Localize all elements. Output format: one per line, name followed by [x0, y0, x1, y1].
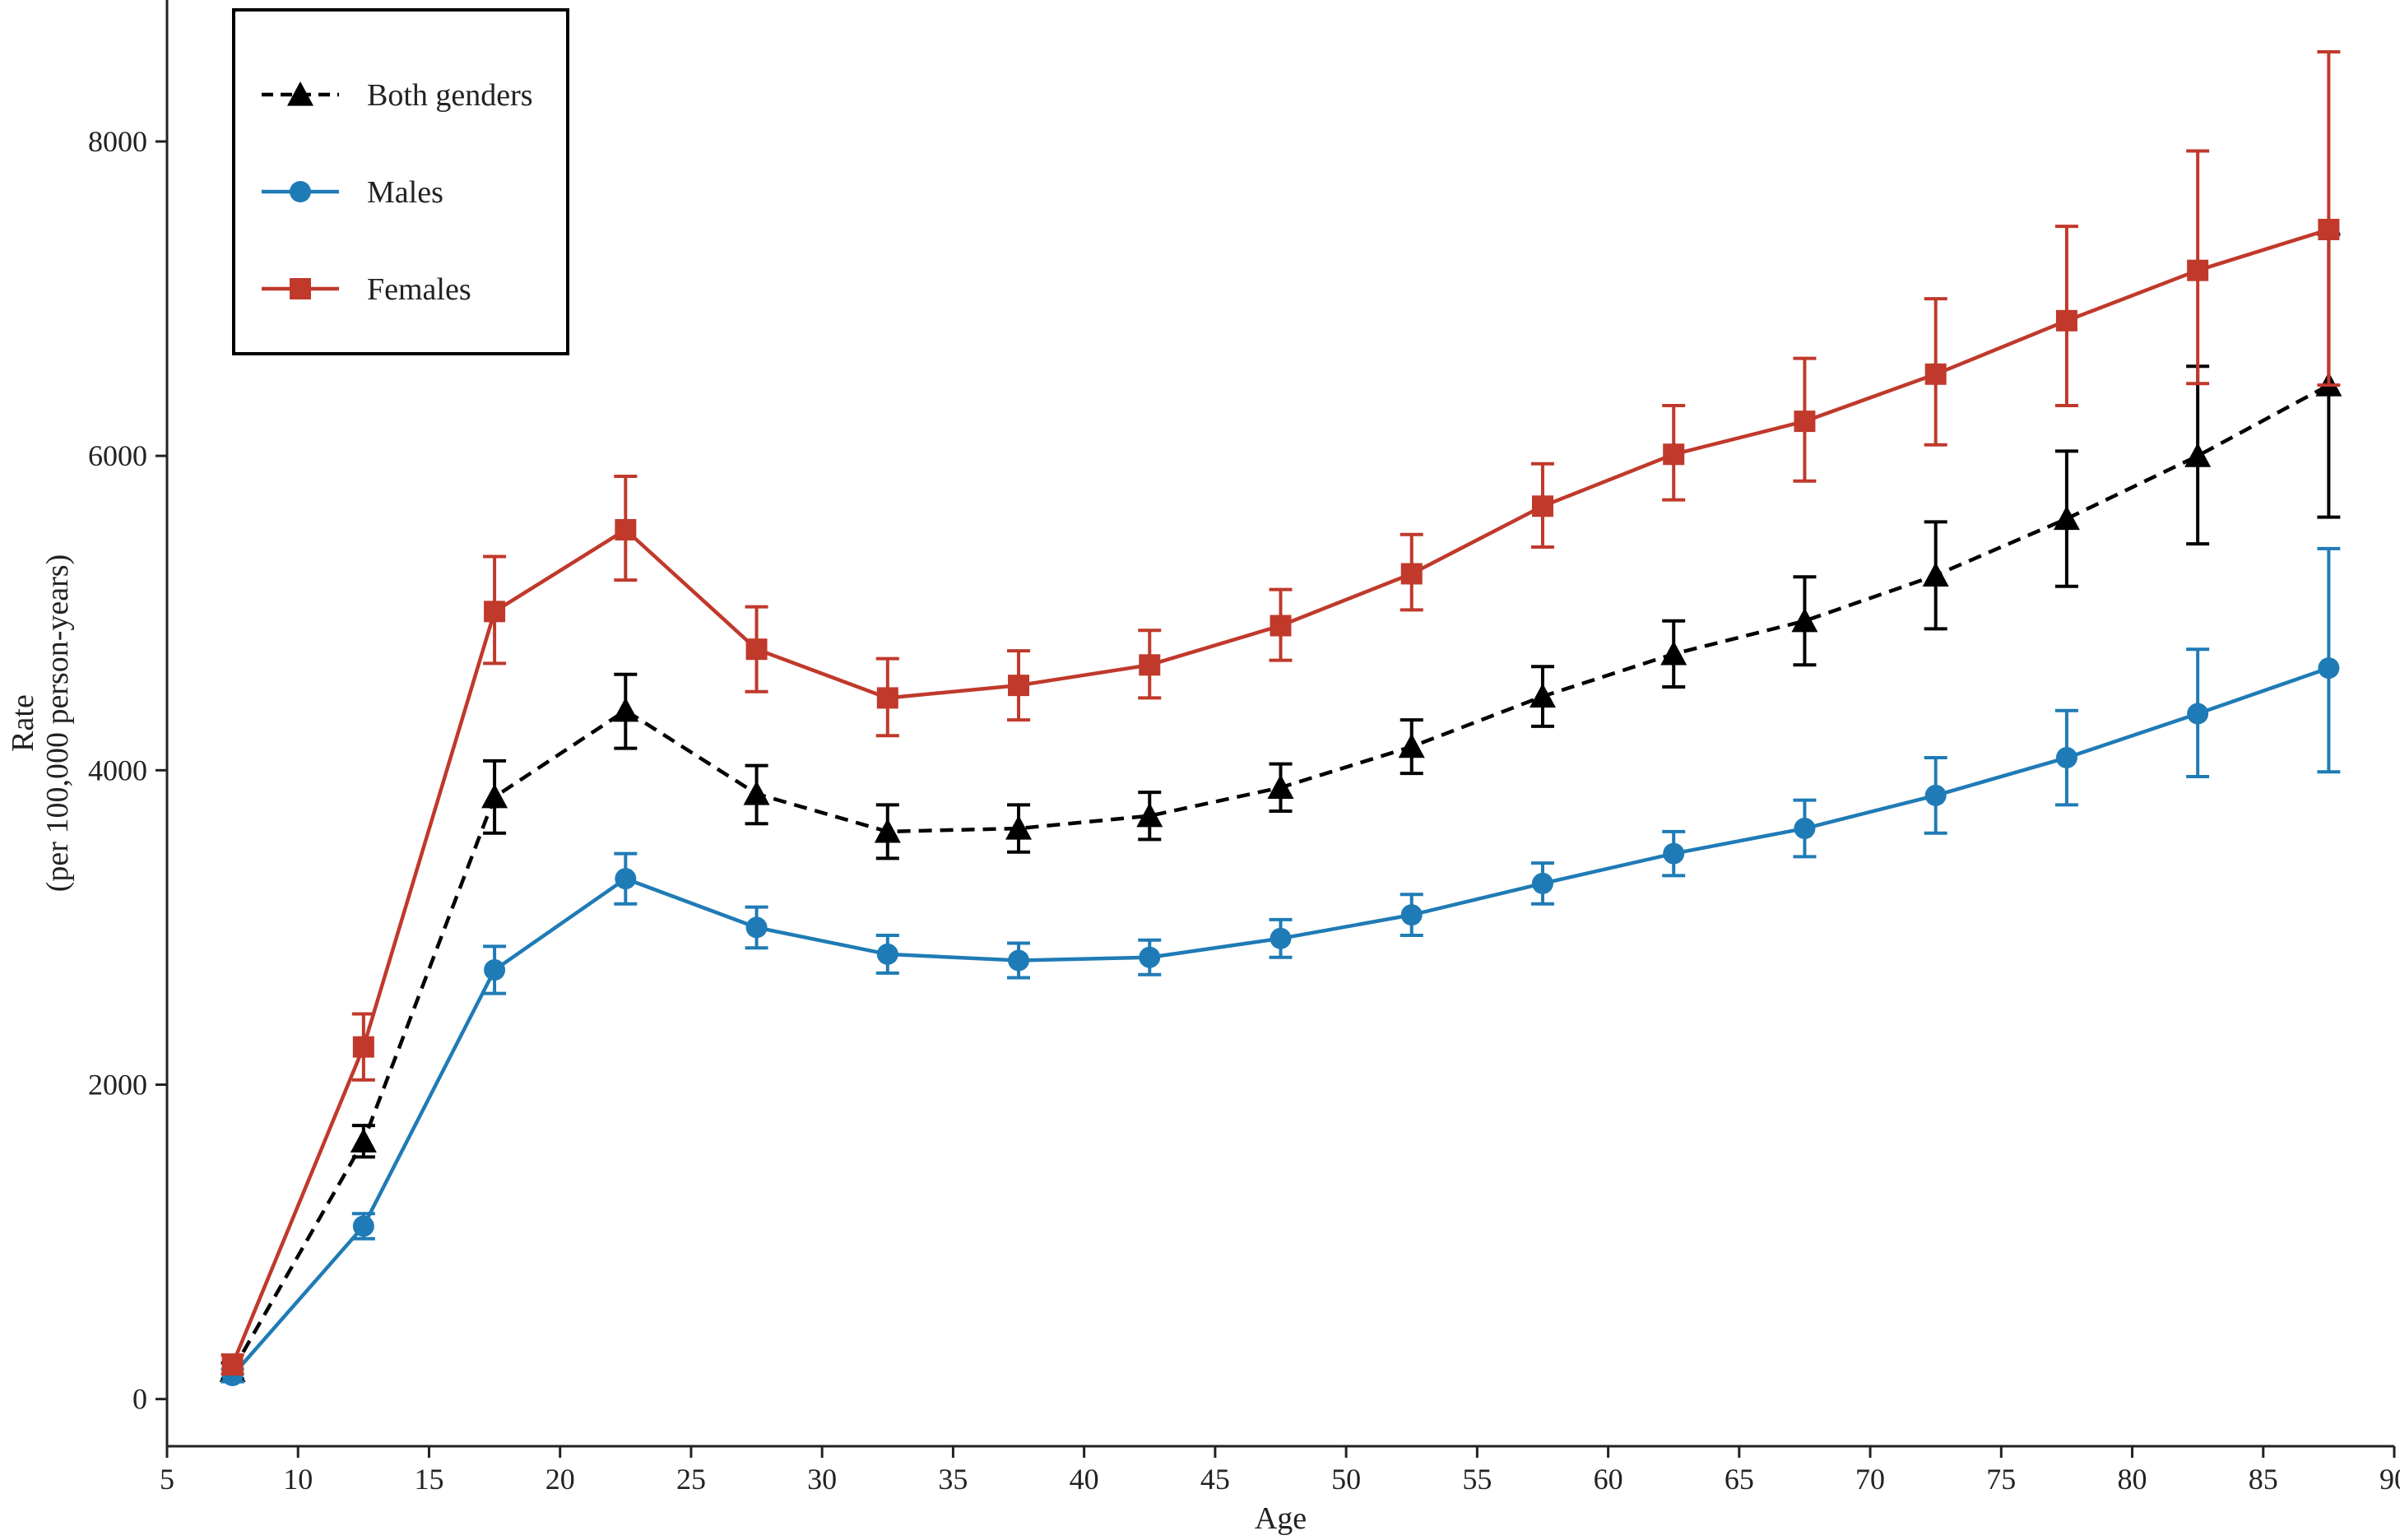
data-point	[1794, 411, 1816, 433]
series-both-genders	[219, 232, 2342, 1382]
series-females	[221, 50, 2341, 1376]
data-point	[1270, 615, 1292, 637]
data-point	[1267, 774, 1294, 799]
data-point	[1924, 363, 1947, 385]
x-tick-label: 30	[807, 1463, 837, 1496]
x-tick-label: 5	[160, 1463, 174, 1496]
x-tick-label: 40	[1070, 1463, 1099, 1496]
data-point	[1924, 784, 1947, 806]
data-point	[745, 638, 768, 661]
x-tick-label: 65	[1725, 1463, 1754, 1496]
legend-item-males: Males	[262, 175, 443, 210]
x-tick-label: 80	[2118, 1463, 2147, 1496]
legend: Both genders Males Females	[232, 8, 569, 355]
x-tick-label: 35	[938, 1463, 968, 1496]
data-point	[1531, 495, 1553, 517]
legend-label: Males	[367, 175, 443, 210]
data-point	[1400, 563, 1423, 585]
data-point	[1529, 683, 1556, 708]
data-point	[352, 1036, 374, 1058]
legend-marker	[290, 181, 311, 202]
data-point	[2184, 443, 2212, 467]
data-point	[1136, 802, 1163, 828]
x-tick-label: 55	[1462, 1463, 1492, 1496]
legend-label: Both genders	[367, 78, 533, 113]
data-point	[1005, 815, 1033, 840]
data-point	[1400, 904, 1423, 926]
legend-marker	[290, 278, 311, 299]
data-point	[612, 697, 639, 722]
legend-item-females: Females	[262, 272, 471, 307]
y-axis-title: Rate	[6, 694, 40, 752]
data-point	[745, 916, 768, 939]
data-point	[1531, 872, 1553, 894]
y-tick-label: 8000	[88, 125, 147, 158]
legend-box	[232, 8, 569, 355]
x-tick-label: 15	[414, 1463, 443, 1496]
data-point	[2318, 218, 2340, 240]
y-tick-label: 6000	[88, 439, 147, 472]
data-point	[2053, 505, 2080, 531]
series-males	[221, 546, 2341, 1387]
data-point	[874, 818, 901, 843]
y-axis-ticks: 0 2000 4000 6000 8000	[88, 125, 167, 1416]
x-tick-label: 70	[1855, 1463, 1885, 1496]
x-tick-label: 50	[1331, 1463, 1361, 1496]
x-tick-label: 60	[1594, 1463, 1623, 1496]
data-point	[2187, 259, 2209, 281]
data-point	[1791, 607, 1818, 633]
data-point	[1270, 927, 1292, 949]
data-point	[221, 1353, 244, 1375]
data-point	[615, 868, 637, 890]
data-point	[1794, 818, 1816, 840]
data-point	[1663, 842, 1685, 865]
data-point	[484, 601, 506, 623]
data-point	[1398, 733, 1425, 758]
x-tick-label: 25	[676, 1463, 706, 1496]
data-point	[1922, 562, 1949, 587]
legend-label: Females	[367, 272, 471, 307]
data-point	[1008, 675, 1030, 697]
data-point	[1139, 654, 1161, 676]
x-tick-label: 90	[2379, 1463, 2400, 1496]
legend-items: Both genders Males Females	[262, 78, 533, 307]
x-tick-label: 45	[1200, 1463, 1230, 1496]
data-point	[1663, 443, 1685, 466]
data-point	[1008, 949, 1030, 972]
x-tick-label: 20	[545, 1463, 575, 1496]
y-tick-label: 2000	[88, 1069, 147, 1102]
data-point	[2187, 703, 2209, 725]
y-axis-title-units: (per 100,000 person-years)	[40, 554, 75, 892]
x-tick-label: 10	[283, 1463, 313, 1496]
y-tick-label: 4000	[88, 754, 147, 786]
x-axis-title: Age	[1255, 1501, 1307, 1536]
legend-item-both-genders: Both genders	[262, 78, 533, 113]
data-point	[2055, 309, 2077, 332]
x-tick-label: 75	[1986, 1463, 2016, 1496]
data-point	[350, 1128, 377, 1153]
x-tick-label: 85	[2249, 1463, 2278, 1496]
series-layer	[219, 50, 2342, 1387]
data-point	[2055, 747, 2077, 769]
axes: 5 10 15 20 25 30 35 40 45 50 55 60 65 70 75 80 85 90 0 200…	[88, 0, 2400, 1496]
legend-marker	[287, 81, 313, 106]
data-point	[2318, 657, 2340, 680]
data-point	[352, 1215, 374, 1237]
error-bar	[2317, 50, 2341, 387]
data-point	[876, 943, 898, 965]
series-line	[230, 383, 2330, 1372]
data-point	[1139, 946, 1161, 968]
data-point	[876, 687, 898, 709]
data-point	[481, 783, 508, 809]
x-axis-ticks: 5 10 15 20 25 30 35 40 45 50 55 60 65 70 75 80 85 90	[160, 1446, 2400, 1496]
data-point	[484, 959, 506, 981]
data-point	[615, 518, 637, 540]
data-point	[1660, 640, 1687, 666]
y-tick-label: 0	[132, 1383, 147, 1416]
data-point	[743, 780, 770, 805]
